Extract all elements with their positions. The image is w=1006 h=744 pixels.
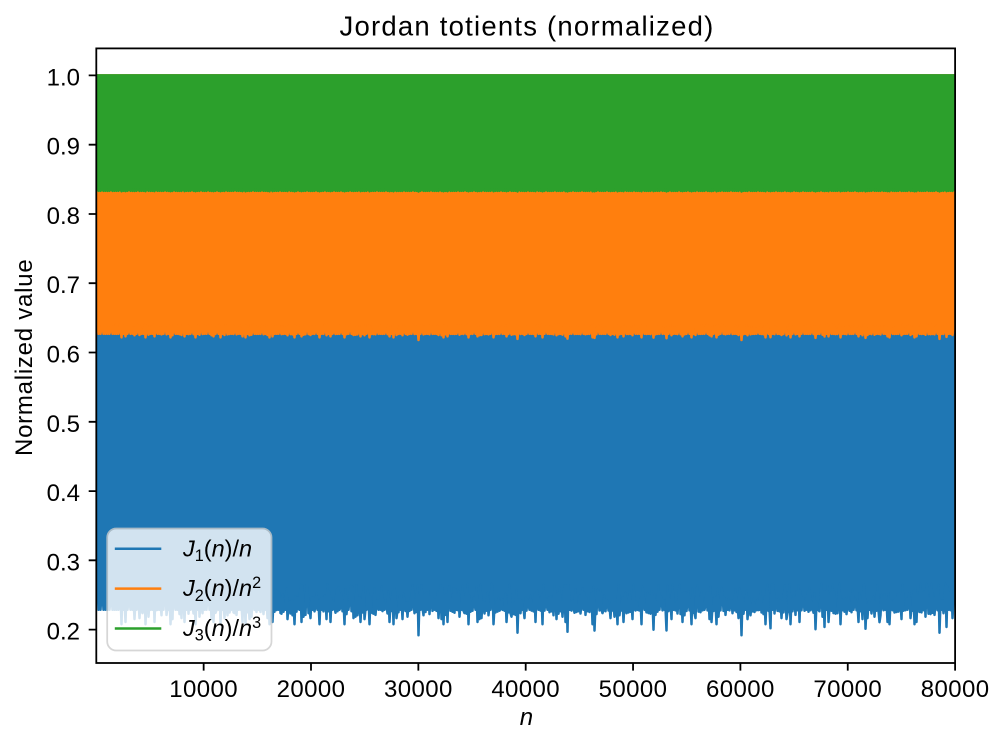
svg-text:60000: 60000: [706, 676, 775, 703]
svg-text:0.9: 0.9: [47, 134, 80, 161]
svg-text:80000: 80000: [921, 676, 990, 703]
svg-text:0.5: 0.5: [47, 411, 80, 438]
svg-text:1.0: 1.0: [47, 64, 80, 91]
svg-text:70000: 70000: [813, 676, 882, 703]
svg-text:30000: 30000: [384, 676, 453, 703]
svg-text:20000: 20000: [277, 676, 346, 703]
svg-text:0.4: 0.4: [47, 480, 80, 507]
svg-text:10000: 10000: [169, 676, 238, 703]
svg-text:J2(n)/n2: J2(n)/n2: [182, 574, 261, 605]
svg-text:0.8: 0.8: [47, 203, 80, 230]
svg-text:0.3: 0.3: [47, 549, 80, 576]
svg-text:n: n: [520, 704, 533, 731]
svg-text:J1(n)/n: J1(n)/n: [182, 535, 252, 565]
svg-text:J3(n)/n3: J3(n)/n3: [182, 614, 261, 645]
svg-text:Jordan totients (normalized): Jordan totients (normalized): [339, 10, 714, 41]
svg-text:0.7: 0.7: [47, 272, 80, 299]
svg-text:50000: 50000: [599, 676, 668, 703]
svg-text:Normalized value: Normalized value: [11, 259, 38, 456]
svg-text:0.6: 0.6: [47, 342, 80, 369]
svg-text:40000: 40000: [491, 676, 560, 703]
svg-text:0.2: 0.2: [47, 619, 80, 646]
